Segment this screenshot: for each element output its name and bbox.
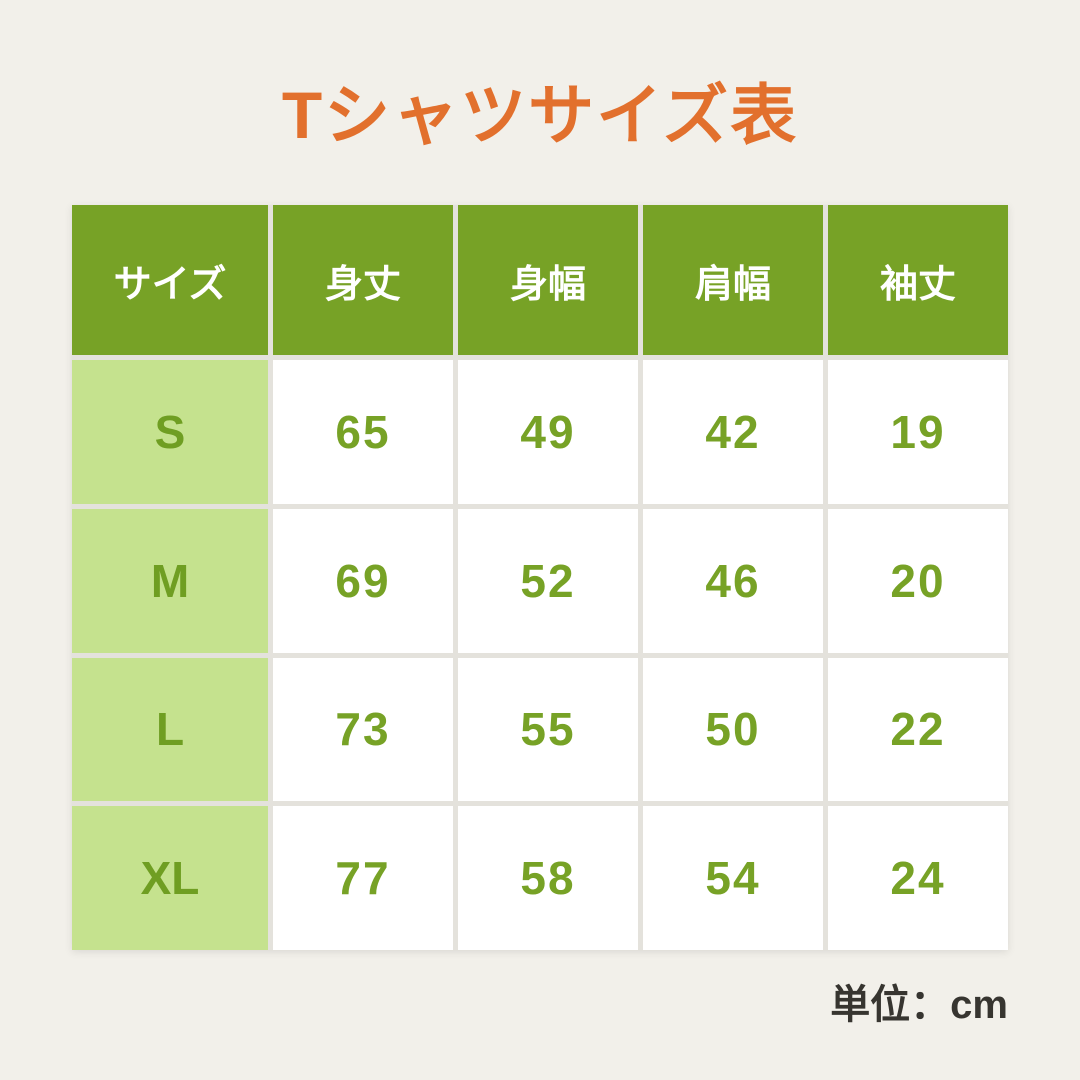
- header-cell-4: 袖丈: [828, 205, 1008, 355]
- value-cell-S-身幅: 49: [458, 360, 638, 504]
- value-cell-M-肩幅: 46: [643, 508, 823, 653]
- value-cell-M-身幅: 52: [458, 508, 638, 653]
- header-cell-2: 身幅: [458, 205, 638, 355]
- value-cell-M-袖丈: 20: [828, 508, 1008, 653]
- value-cell-L-肩幅: 50: [643, 657, 823, 802]
- value-cell-S-身丈: 65: [273, 360, 453, 504]
- value-cell-XL-身幅: 58: [458, 806, 638, 950]
- value-cell-L-袖丈: 22: [828, 657, 1008, 802]
- row-label-S: S: [72, 360, 268, 504]
- header-cell-0: サイズ: [72, 205, 268, 355]
- unit-note: 単位：cm: [830, 983, 1008, 1027]
- header-cell-1: 身丈: [273, 205, 453, 355]
- value-cell-XL-袖丈: 24: [828, 806, 1008, 950]
- value-cell-XL-身丈: 77: [273, 806, 453, 950]
- value-cell-L-身幅: 55: [458, 657, 638, 802]
- page-title: Tシャツサイズ表: [281, 78, 799, 152]
- value-cell-S-袖丈: 19: [828, 360, 1008, 504]
- value-cell-M-身丈: 69: [273, 508, 453, 653]
- row-label-XL: XL: [72, 806, 268, 950]
- header-cell-3: 肩幅: [643, 205, 823, 355]
- row-label-M: M: [72, 508, 268, 653]
- size-table: サイズ 身丈 身幅 肩幅 袖丈 S 65 49 42 19 M 69 52 46 20 L 73 55 50 22 XL…: [72, 205, 1008, 950]
- row-label-L: L: [72, 657, 268, 802]
- value-cell-XL-肩幅: 54: [643, 806, 823, 950]
- value-cell-L-身丈: 73: [273, 657, 453, 802]
- value-cell-S-肩幅: 42: [643, 360, 823, 504]
